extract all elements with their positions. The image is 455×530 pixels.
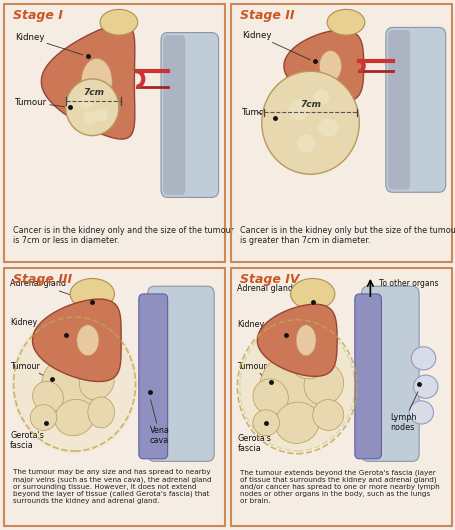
Text: Gerota's
fascia: Gerota's fascia	[237, 425, 271, 453]
Ellipse shape	[288, 100, 310, 120]
Ellipse shape	[253, 379, 288, 415]
Ellipse shape	[79, 363, 114, 400]
Ellipse shape	[408, 401, 433, 424]
Text: Vena
cava: Vena cava	[150, 400, 169, 445]
Ellipse shape	[261, 71, 359, 174]
Text: Kidney: Kidney	[241, 31, 309, 60]
Text: Tumour: Tumour	[10, 361, 48, 378]
FancyBboxPatch shape	[354, 294, 380, 459]
Ellipse shape	[32, 381, 63, 413]
Ellipse shape	[292, 353, 323, 379]
Ellipse shape	[326, 10, 364, 35]
Text: Lymph
nodes: Lymph nodes	[389, 392, 417, 432]
Ellipse shape	[239, 322, 354, 451]
Ellipse shape	[88, 397, 114, 428]
Ellipse shape	[297, 134, 314, 152]
Text: Kidney: Kidney	[237, 320, 281, 334]
Text: Stage III: Stage III	[12, 273, 71, 286]
Ellipse shape	[76, 325, 99, 356]
Ellipse shape	[253, 410, 279, 436]
Ellipse shape	[94, 109, 107, 121]
Ellipse shape	[303, 363, 343, 405]
Ellipse shape	[55, 400, 94, 436]
Text: Stage II: Stage II	[239, 10, 293, 22]
Ellipse shape	[312, 400, 343, 430]
Text: Tumour: Tumour	[237, 361, 267, 379]
Ellipse shape	[11, 314, 137, 454]
Text: Gerota's
fascia: Gerota's fascia	[10, 425, 44, 450]
Text: Stage IV: Stage IV	[239, 273, 298, 286]
Ellipse shape	[410, 347, 435, 370]
Polygon shape	[41, 24, 135, 139]
Text: Cancer is in the kidney only and the size of the tumour
is 7cm or less in diamet: Cancer is in the kidney only and the siz…	[12, 226, 233, 245]
Text: To other organs: To other organs	[379, 279, 438, 288]
Ellipse shape	[318, 50, 341, 82]
FancyBboxPatch shape	[161, 32, 218, 198]
Text: Kidney: Kidney	[15, 33, 83, 55]
Ellipse shape	[100, 10, 137, 35]
FancyBboxPatch shape	[138, 294, 167, 459]
Text: 7cm: 7cm	[299, 100, 320, 109]
Text: Tumour: Tumour	[15, 98, 65, 107]
Text: Kidney: Kidney	[10, 318, 61, 334]
Ellipse shape	[70, 278, 114, 310]
Ellipse shape	[66, 79, 119, 136]
Ellipse shape	[41, 356, 99, 418]
Text: Adrenal gland: Adrenal gland	[10, 279, 87, 301]
Text: The tumour extends beyond the Gerota's fascia (layer
of tissue that surrounds th: The tumour extends beyond the Gerota's f…	[239, 469, 438, 504]
Ellipse shape	[259, 353, 325, 425]
Ellipse shape	[290, 278, 334, 310]
Polygon shape	[283, 30, 363, 102]
Ellipse shape	[81, 58, 112, 105]
Ellipse shape	[413, 375, 437, 398]
FancyBboxPatch shape	[387, 30, 410, 190]
FancyBboxPatch shape	[361, 286, 418, 461]
Ellipse shape	[30, 405, 57, 430]
Text: Stage I: Stage I	[12, 10, 62, 22]
FancyBboxPatch shape	[147, 286, 214, 461]
Polygon shape	[32, 299, 121, 382]
Ellipse shape	[318, 119, 338, 137]
Text: Cancer is in the kidney only but the size of the tumour
is greater than 7cm in d: Cancer is in the kidney only but the siz…	[239, 226, 455, 245]
FancyBboxPatch shape	[163, 35, 185, 195]
Ellipse shape	[83, 111, 96, 124]
Text: The tumour may be any size and has spread to nearby
major veins (such as the ven: The tumour may be any size and has sprea…	[12, 469, 211, 504]
Text: Tumour: Tumour	[241, 108, 273, 117]
Ellipse shape	[295, 325, 315, 356]
Ellipse shape	[274, 402, 318, 444]
Polygon shape	[257, 304, 336, 376]
FancyBboxPatch shape	[385, 28, 445, 192]
Ellipse shape	[313, 89, 329, 105]
Text: 7cm: 7cm	[83, 88, 104, 97]
Text: Adrenal gland: Adrenal gland	[237, 284, 307, 301]
Ellipse shape	[79, 96, 92, 109]
